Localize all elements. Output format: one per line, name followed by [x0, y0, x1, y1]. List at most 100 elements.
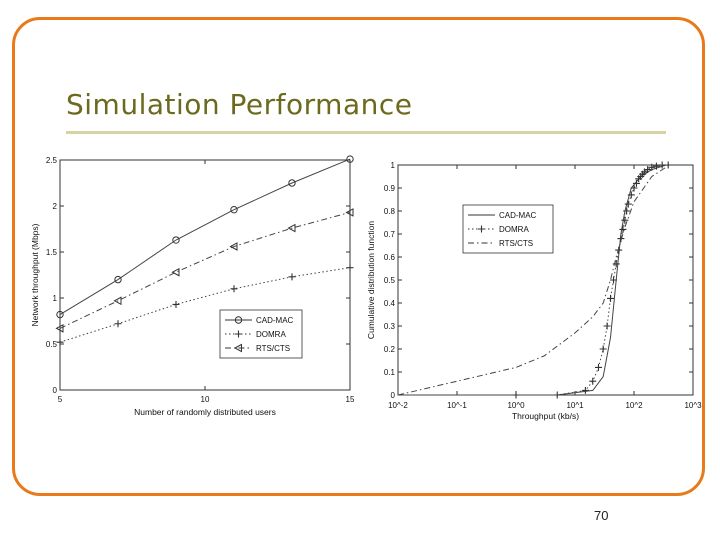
data-point-domra	[664, 161, 672, 169]
y-tick-label: 0.8	[384, 207, 396, 216]
y-tick-label: 1	[53, 294, 58, 303]
data-point-domra	[553, 391, 561, 399]
data-point-domra	[56, 338, 64, 346]
legend-marker-domra	[235, 330, 242, 338]
y-tick-label: 0	[53, 386, 58, 395]
data-point-domra	[623, 207, 631, 215]
x-axis-label: Throughput (kb/s)	[512, 411, 579, 421]
y-tick-label: 0.1	[384, 368, 396, 377]
y-axis-label: Cumulative distribution function	[366, 221, 376, 339]
data-point-domra	[619, 225, 627, 233]
legend: CAD-MAC DOMRA RTS/CTS	[219, 309, 303, 359]
data-point-domra	[621, 216, 629, 224]
data-point-cad-mac	[56, 310, 64, 319]
legend-label: RTS/CTS	[499, 239, 533, 248]
series-cad-mac	[56, 155, 354, 319]
data-point-domra	[581, 386, 589, 394]
y-tick-label: 0.7	[384, 230, 396, 239]
y-tick-label: 0.5	[384, 276, 396, 285]
legend-label: RTS/CTS	[256, 344, 290, 353]
data-point-domra	[288, 273, 296, 281]
data-point-rts-cts	[171, 267, 180, 277]
data-point-domra	[603, 322, 611, 330]
data-point-domra	[230, 285, 238, 293]
data-point-rts-cts	[113, 296, 122, 306]
data-point-domra	[346, 264, 354, 272]
y-tick-label: 2.5	[46, 156, 58, 165]
data-point-domra	[648, 163, 656, 171]
x-tick-label: 10^0	[507, 401, 525, 410]
legend-label: DOMRA	[256, 330, 286, 339]
y-tick-label: 0.9	[384, 184, 396, 193]
data-point-domra	[644, 166, 652, 174]
slide-frame	[12, 17, 705, 496]
y-tick-label: 0.2	[384, 345, 396, 354]
data-point-domra	[610, 276, 618, 284]
data-point-domra	[114, 320, 122, 328]
data-point-domra	[607, 294, 615, 302]
data-point-rts-cts	[345, 208, 354, 217]
series-rts-cts	[55, 208, 354, 333]
data-point-domra	[630, 184, 638, 192]
data-point-rts-cts	[287, 223, 296, 233]
plot-area	[59, 159, 351, 391]
y-tick-label: 0	[391, 391, 396, 400]
y-tick-label: 0.4	[384, 299, 396, 308]
data-point-domra	[612, 260, 620, 268]
data-point-domra	[617, 235, 625, 243]
data-point-rts-cts	[55, 324, 64, 333]
x-tick-label: 10^1	[566, 401, 584, 410]
series-line-cad-mac	[59, 158, 351, 316]
x-tick-label: 5	[58, 395, 63, 404]
legend: CAD-MAC DOMRA RTS/CTS	[462, 204, 554, 254]
legend-marker-domra	[478, 225, 485, 233]
series-rts-cts	[397, 164, 670, 396]
title-underline	[66, 131, 666, 134]
x-axis-label: Number of randomly distributed users	[134, 407, 276, 417]
series-line-domra	[516, 164, 669, 396]
y-axis-label: Network throughput (Mbps)	[30, 223, 40, 326]
data-point-domra	[624, 200, 632, 208]
x-tick-label: 15	[346, 395, 355, 404]
series-line-rts-cts	[397, 164, 670, 396]
page-number: 70	[594, 508, 609, 523]
data-point-domra	[632, 179, 640, 187]
y-tick-label: 2	[53, 202, 58, 211]
series-domra	[56, 264, 354, 346]
data-point-domra	[658, 161, 666, 169]
x-tick-label: 10^-1	[447, 401, 467, 410]
y-tick-label: 0.6	[384, 253, 396, 262]
data-point-domra	[589, 377, 597, 385]
data-point-domra	[172, 300, 180, 308]
y-tick-label: 0.3	[384, 322, 396, 331]
data-point-domra	[599, 345, 607, 353]
plot-area	[397, 164, 694, 396]
series-domra	[512, 161, 672, 399]
data-point-cad-mac	[230, 205, 238, 214]
x-tick-label: 10^2	[625, 401, 643, 410]
legend-label: CAD-MAC	[499, 211, 537, 220]
legend-marker-rts-cts	[233, 343, 242, 353]
y-tick-label: 1.5	[46, 248, 58, 257]
data-point-cad-mac	[288, 179, 296, 187]
data-point-rts-cts	[229, 242, 238, 251]
throughput-vs-users-chart: 5 10 15 0 0.5 1 1.5 2 2.5 Number of randomly dist…	[30, 155, 355, 417]
x-tick-label: 10^3	[684, 401, 702, 410]
data-point-domra	[652, 162, 660, 170]
legend-label: DOMRA	[499, 225, 529, 234]
data-point-cad-mac	[114, 275, 122, 284]
data-point-domra	[594, 363, 602, 371]
legend-marker-cad-mac	[234, 316, 243, 324]
data-point-cad-mac	[346, 155, 354, 163]
data-point-domra	[512, 391, 520, 399]
x-tick-label: 10^-2	[388, 401, 408, 410]
slide-title: Simulation Performance	[66, 88, 413, 121]
x-tick-label: 10	[201, 395, 210, 404]
series-line-domra	[59, 267, 351, 343]
throughput-cdf-chart: 10^-2 10^-1 10^0 10^1 10^2 10^3 0 0.1 0.2 0.3 0.4 0…	[366, 161, 702, 421]
data-point-domra	[627, 191, 635, 199]
data-point-cad-mac	[172, 236, 180, 244]
legend-label: CAD-MAC	[256, 316, 294, 325]
y-tick-label: 1	[391, 161, 396, 170]
y-tick-label: 0.5	[46, 340, 58, 349]
